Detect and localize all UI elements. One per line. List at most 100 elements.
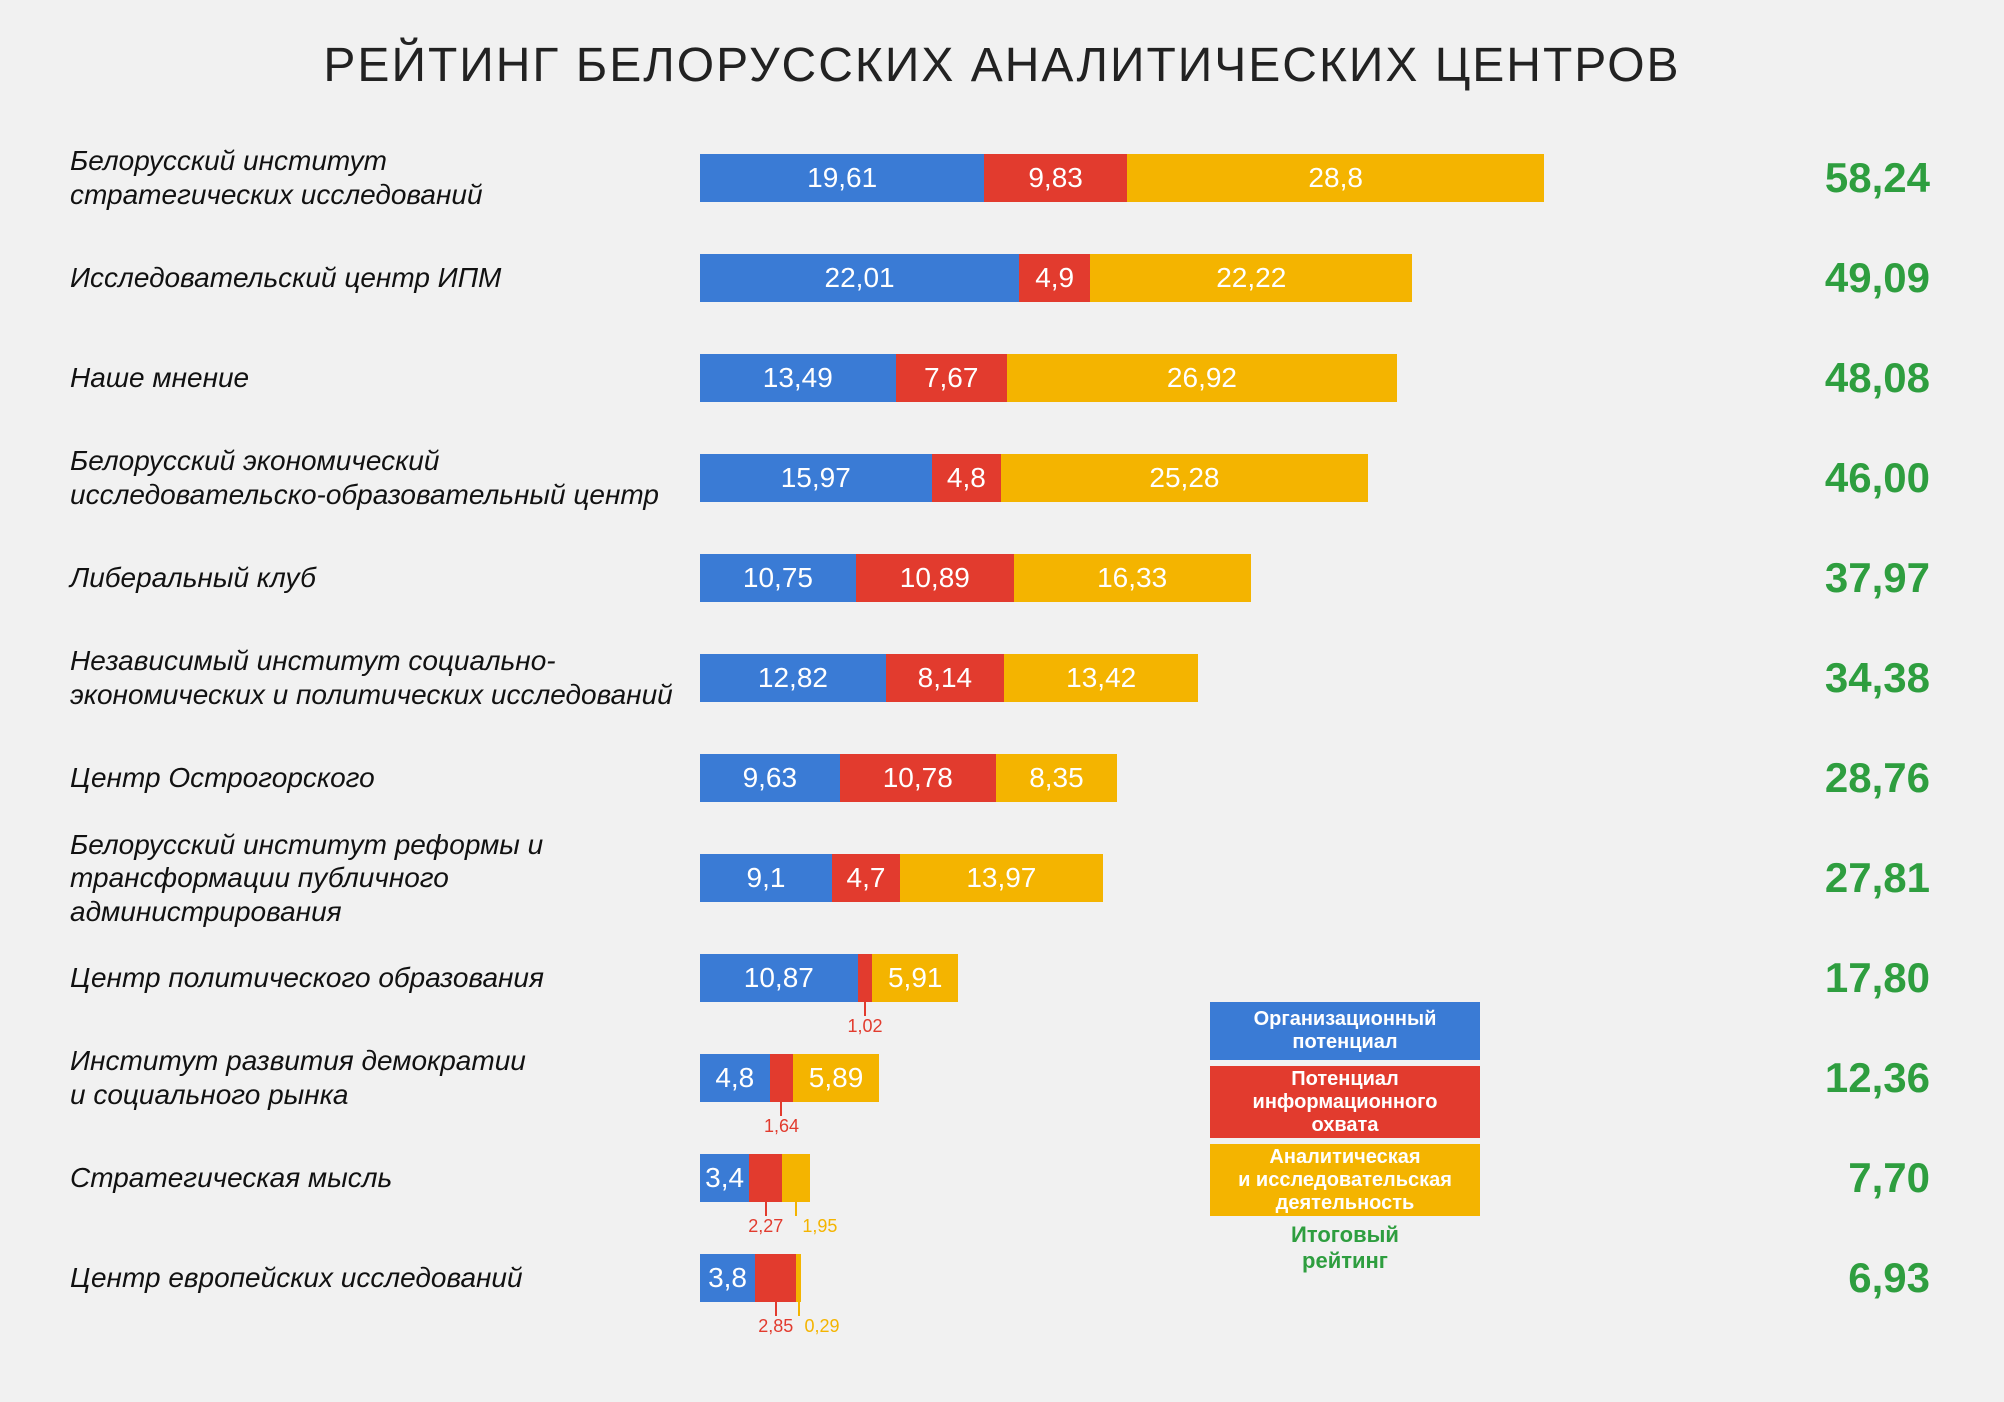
- segment-value: 4,9: [1035, 262, 1074, 294]
- segment-value: 28,8: [1308, 162, 1363, 194]
- segment-value: 4,8: [715, 1062, 754, 1094]
- bar-segment: 10,75: [700, 554, 856, 602]
- segment-value: 7,67: [924, 362, 979, 394]
- segment-value: 3,4: [705, 1162, 744, 1194]
- row-label: Исследовательский центр ИПМ: [70, 261, 685, 295]
- row-total: 46,00: [1580, 454, 1930, 502]
- segment-value: 8,14: [918, 662, 973, 694]
- bar-segment: 0,29: [796, 1254, 800, 1302]
- segment-value: 9,1: [747, 862, 786, 894]
- segment-value: 19,61: [807, 162, 877, 194]
- bar-segment: 26,92: [1007, 354, 1397, 402]
- bar-segment: 25,28: [1001, 454, 1368, 502]
- segment-callout: 2,85: [758, 1316, 793, 1337]
- row-label: Институт развития демократии и социально…: [70, 1044, 685, 1111]
- bar-segment: 4,8: [700, 1054, 770, 1102]
- segment-value: 13,49: [763, 362, 833, 394]
- segment-callout: 2,27: [748, 1216, 783, 1237]
- segment-callout: 1,95: [802, 1216, 837, 1237]
- chart-rows: Белорусский институт стратегических иссл…: [70, 128, 685, 1328]
- chart-row: Стратегическая мысль3,42,271,957,70: [70, 1128, 685, 1228]
- bar-segment: 13,42: [1004, 654, 1199, 702]
- segment-value: 22,22: [1216, 262, 1286, 294]
- row-total: 7,70: [1580, 1154, 1930, 1202]
- chart-row: Белорусский институт стратегических иссл…: [70, 128, 685, 228]
- bar-segment: 1,02: [858, 954, 873, 1002]
- row-total: 49,09: [1580, 254, 1930, 302]
- bar-segment: 3,8: [700, 1254, 755, 1302]
- segment-callout: 0,29: [805, 1316, 840, 1337]
- segment-value: 10,89: [900, 562, 970, 594]
- row-total: 12,36: [1580, 1054, 1930, 1102]
- chart-row: Либеральный клуб10,7510,8916,3337,97: [70, 528, 685, 628]
- bar: 9,1 4,7 13,97: [700, 854, 1103, 902]
- row-total: 34,38: [1580, 654, 1930, 702]
- row-label: Центр европейских исследований: [70, 1261, 685, 1295]
- chart-row: Исследовательский центр ИПМ22,014,922,22…: [70, 228, 685, 328]
- bar-segment: 2,85: [755, 1254, 796, 1302]
- bar-segment: 13,97: [900, 854, 1103, 902]
- row-label: Центр политического образования: [70, 961, 685, 995]
- legend-item: Потенциал информационного охвата: [1210, 1066, 1480, 1138]
- row-label: Белорусский экономический исследовательс…: [70, 444, 685, 511]
- segment-value: 9,83: [1028, 162, 1083, 194]
- legend: Организационный потенциал Потенциал инфор…: [1210, 1002, 1480, 1274]
- bar-segment: 5,89: [793, 1054, 878, 1102]
- row-total: 48,08: [1580, 354, 1930, 402]
- chart-row: Независимый институт социально- экономич…: [70, 628, 685, 728]
- bar: 22,014,922,22: [700, 254, 1412, 302]
- row-total: 17,80: [1580, 954, 1930, 1002]
- row-total: 58,24: [1580, 154, 1930, 202]
- bar-segment: 5,91: [872, 954, 958, 1002]
- row-label: Стратегическая мысль: [70, 1161, 685, 1195]
- segment-value: 13,42: [1066, 662, 1136, 694]
- chart-row: Центр европейских исследований3,82,850,2…: [70, 1228, 685, 1328]
- bar-segment: 22,22: [1090, 254, 1412, 302]
- segment-value: 4,7: [847, 862, 886, 894]
- row-label: Белорусский институт стратегических иссл…: [70, 144, 685, 211]
- row-total: 37,97: [1580, 554, 1930, 602]
- row-label: Белорусский институт реформы и трансформ…: [70, 828, 685, 929]
- bar: 3,42,271,95: [700, 1154, 810, 1202]
- bar: 15,974,825,28: [700, 454, 1368, 502]
- segment-value: 10,78: [883, 762, 953, 794]
- chart-row: Белорусский экономический исследовательс…: [70, 428, 685, 528]
- row-total: 6,93: [1580, 1254, 1930, 1302]
- bar-segment: 4,8: [932, 454, 1002, 502]
- bar: 10,75 10,89 16,33: [700, 554, 1251, 602]
- bar-segment: 16,33: [1014, 554, 1251, 602]
- segment-value: 4,8: [947, 462, 986, 494]
- segment-value: 25,28: [1149, 462, 1219, 494]
- bar-segment: 3,4: [700, 1154, 749, 1202]
- legend-item: Организационный потенциал: [1210, 1002, 1480, 1060]
- segment-value: 3,8: [708, 1262, 747, 1294]
- legend-item: Аналитическая и исследовательская деятел…: [1210, 1144, 1480, 1216]
- bar-segment: 9,63: [700, 754, 840, 802]
- bar: 13,49 7,67 26,92: [700, 354, 1397, 402]
- bar-segment: 1,64: [770, 1054, 794, 1102]
- segment-value: 16,33: [1097, 562, 1167, 594]
- chart-title: РЕЙТИНГ БЕЛОРУССКИХ АНАЛИТИЧЕСКИХ ЦЕНТРО…: [0, 38, 2004, 93]
- bar: 19,61 9,83 28,8: [700, 154, 1544, 202]
- segment-value: 10,75: [743, 562, 813, 594]
- row-total: 28,76: [1580, 754, 1930, 802]
- segment-value: 8,35: [1029, 762, 1084, 794]
- chart-row: Центр политического образования10,871,02…: [70, 928, 685, 1028]
- bar-segment: 9,83: [984, 154, 1127, 202]
- bar-segment: 4,9: [1019, 254, 1090, 302]
- segment-value: 5,89: [809, 1062, 864, 1094]
- bar-segment: 10,87: [700, 954, 858, 1002]
- bar: 9,63 10,78 8,35: [700, 754, 1117, 802]
- bar-segment: 8,35: [996, 754, 1117, 802]
- segment-callout: 1,02: [847, 1016, 882, 1037]
- row-label: Наше мнение: [70, 361, 685, 395]
- bar-segment: 19,61: [700, 154, 984, 202]
- row-label: Независимый институт социально- экономич…: [70, 644, 685, 711]
- row-label: Либеральный клуб: [70, 561, 685, 595]
- segment-callout: 1,64: [764, 1116, 799, 1137]
- row-total: 27,81: [1580, 854, 1930, 902]
- bar-segment: 1,95: [782, 1154, 810, 1202]
- bar-segment: 12,82: [700, 654, 886, 702]
- segment-value: 13,97: [966, 862, 1036, 894]
- bar-segment: 9,1: [700, 854, 832, 902]
